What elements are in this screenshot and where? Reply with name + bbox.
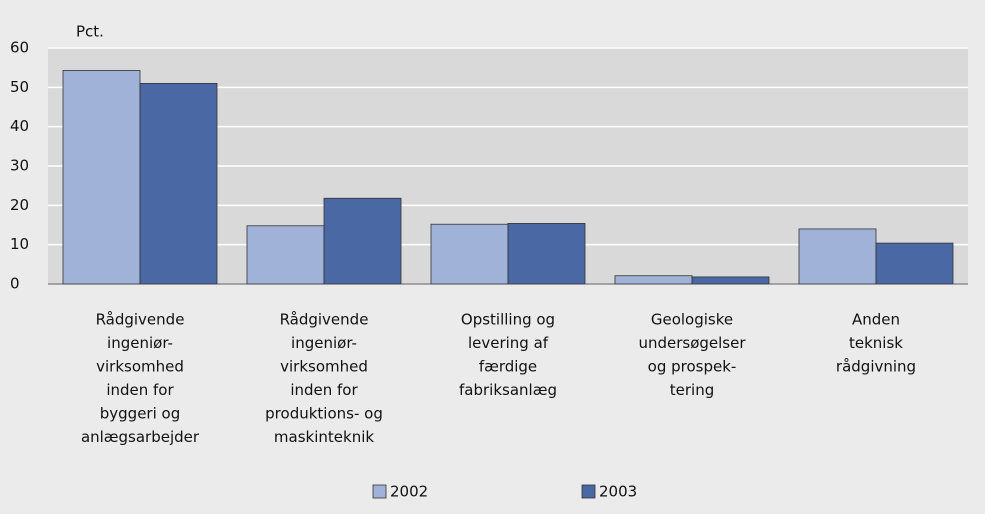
x-tick-label: Opstilling og xyxy=(461,311,555,329)
bar xyxy=(875,242,954,285)
y-tick-label: 10 xyxy=(10,235,29,253)
bar xyxy=(246,225,325,285)
y-tick-label: 50 xyxy=(10,78,29,96)
x-tick-label: Geologiske xyxy=(651,311,733,329)
x-tick-label: inden for xyxy=(106,381,174,399)
y-tick-label: 40 xyxy=(10,117,29,135)
bar xyxy=(798,228,877,285)
x-tick-label: inden for xyxy=(290,381,358,399)
x-tick-label: ingeniør- xyxy=(291,334,357,352)
x-tick-label: virksomhed xyxy=(280,358,368,376)
x-tick-label: undersøgelser xyxy=(638,334,746,352)
x-tick-label: tering xyxy=(670,381,714,399)
x-tick-label: færdige xyxy=(479,358,537,376)
x-tick-label: Rådgivende xyxy=(96,311,185,329)
x-tick-label: Rådgivende xyxy=(280,311,369,329)
y-axis-label: Pct. xyxy=(76,23,104,41)
y-tick-label: 0 xyxy=(10,275,20,293)
x-tick-label: maskinteknik xyxy=(274,428,374,446)
bar xyxy=(139,83,218,285)
bar xyxy=(507,223,586,285)
x-tick-label: rådgivning xyxy=(836,358,916,376)
bar xyxy=(323,197,402,285)
legend-label: 2003 xyxy=(599,483,637,501)
x-tick-label: Anden xyxy=(852,311,900,329)
legend-swatch xyxy=(372,484,387,499)
legend-swatch xyxy=(581,484,596,499)
x-tick-label: teknisk xyxy=(849,334,903,352)
x-tick-label: produktions- og xyxy=(265,405,383,423)
x-tick-label: og prospek- xyxy=(648,358,737,376)
x-tick-label: fabriksanlæg xyxy=(459,381,557,399)
x-tick-label: levering af xyxy=(468,334,549,352)
legend-label: 2002 xyxy=(390,483,428,501)
bar xyxy=(430,223,509,285)
bar xyxy=(691,276,770,285)
x-tick-label: byggeri og xyxy=(100,405,180,423)
bar xyxy=(62,70,141,285)
y-tick-label: 30 xyxy=(10,157,29,175)
y-tick-label: 60 xyxy=(10,39,29,57)
bar xyxy=(614,275,693,285)
x-tick-label: anlægsarbejder xyxy=(81,428,200,446)
y-tick-label: 20 xyxy=(10,196,29,214)
x-tick-label: virksomhed xyxy=(96,358,184,376)
x-tick-label: ingeniør- xyxy=(107,334,173,352)
